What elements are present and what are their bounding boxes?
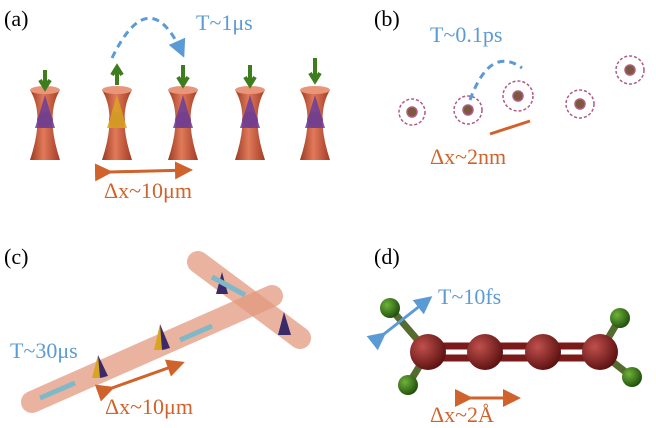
panel-label: (d) [374, 244, 400, 269]
time-label: T~30μs [10, 338, 78, 363]
optical-tweezers [30, 58, 330, 160]
panel-label: (a) [4, 6, 28, 31]
hop-arc [112, 18, 183, 58]
distance-label: Δx~10μm [104, 178, 192, 203]
distance-label: Δx~10μm [105, 394, 193, 419]
figure: (a) T~1μs Δx~10μm (b) T~0.1ps Δx~2nm (c) [0, 0, 656, 428]
panel-label: (c) [4, 244, 28, 269]
distance-label: Δx~2Å [430, 402, 494, 427]
time-label: T~10fs [438, 284, 501, 309]
panel-c: (c) T~30μs Δx~10μm [4, 244, 300, 419]
distance-arrow [490, 121, 530, 134]
time-label: T~0.1ps [430, 22, 502, 47]
molecule [380, 298, 642, 395]
distance-label: Δx~2nm [430, 144, 506, 169]
panel-d: (d) T~10fs Δx~2Å [374, 244, 642, 427]
panel-label: (b) [374, 6, 400, 31]
time-label: T~1μs [196, 10, 253, 35]
panel-b: (b) T~0.1ps Δx~2nm [374, 6, 644, 169]
panel-a: (a) T~1μs Δx~10μm [4, 6, 330, 203]
distance-arrow [110, 170, 190, 172]
